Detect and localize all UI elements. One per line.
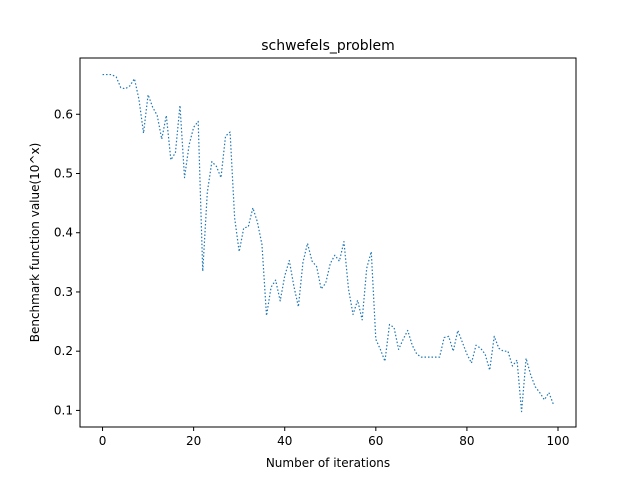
chart-title: schwefels_problem bbox=[261, 38, 395, 54]
y-tick-label: 0.5 bbox=[54, 166, 73, 180]
x-tick-label: 60 bbox=[368, 434, 383, 448]
x-tick-label: 40 bbox=[277, 434, 292, 448]
x-axis-label: Number of iterations bbox=[266, 456, 390, 470]
y-tick-label: 0.1 bbox=[54, 403, 73, 417]
plot-frame bbox=[79, 57, 577, 428]
series-line bbox=[102, 73, 555, 413]
x-tick-label: 0 bbox=[99, 434, 107, 448]
y-axis: 0.1 0.2 0.3 0.4 0.5 0.6 bbox=[54, 107, 80, 417]
y-tick-label: 0.2 bbox=[54, 344, 73, 358]
y-tick-label: 0.4 bbox=[54, 226, 73, 240]
x-tick-label: 20 bbox=[186, 434, 201, 448]
y-tick-label: 0.6 bbox=[54, 107, 73, 121]
series-layer bbox=[102, 73, 555, 413]
x-tick-label: 80 bbox=[459, 434, 474, 448]
x-axis: 0 20 40 60 80 100 bbox=[99, 427, 570, 448]
y-tick-label: 0.3 bbox=[54, 285, 73, 299]
y-axis-label: Benchmark function value(10^x) bbox=[28, 143, 42, 343]
x-tick-label: 100 bbox=[547, 434, 570, 448]
